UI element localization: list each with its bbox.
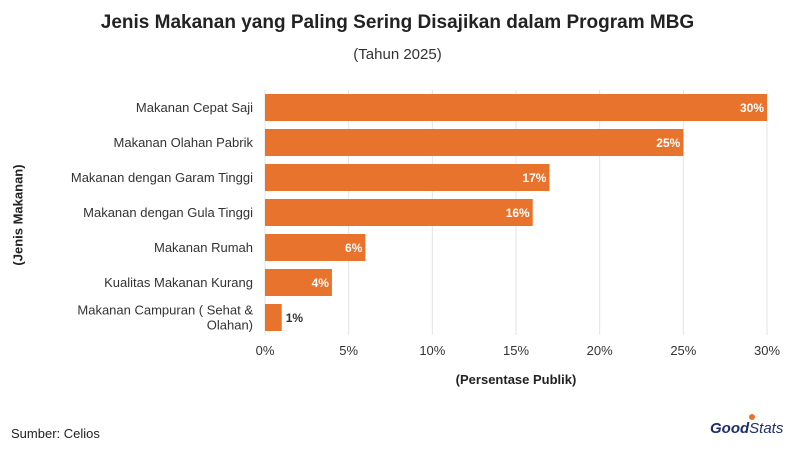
category-label: Makanan Olahan Pabrik [114,135,254,150]
bar [265,234,366,261]
data-label: 25% [656,136,680,150]
data-label: 16% [506,206,530,220]
x-tick-label: 5% [339,343,358,358]
bar [265,164,550,191]
x-axis-label: (Persentase Publik) [455,372,577,387]
goodstats-logo: GoodStats [710,414,784,437]
logo-dot-icon [749,414,755,420]
category-label: Makanan dengan Garam Tinggi [71,170,253,185]
x-tick-label: 30% [754,343,780,358]
logo-stats-text: Stats [749,420,784,437]
category-label: Makanan Campuran ( Sehat & Olahan) [77,303,253,333]
data-label: 1% [286,311,304,325]
bar [265,304,282,331]
data-label: 30% [740,101,764,115]
bar [265,269,332,296]
chart-title: Jenis Makanan yang Paling Sering Disajik… [100,12,695,33]
bar [265,94,767,121]
x-tick-label: 20% [587,343,613,358]
category-label: Makanan Rumah [154,240,253,255]
x-tick-label: 0% [256,343,275,358]
x-tick-label: 15% [503,343,529,358]
bar [265,199,533,226]
x-tick-label: 10% [419,343,445,358]
data-label: 17% [522,171,546,185]
x-tick-label: 25% [670,343,696,358]
data-label: 4% [312,276,330,290]
category-label: Makanan Cepat Saji [136,100,253,115]
bar [265,129,684,156]
chart-subtitle: (Tahun 2025) [353,46,442,63]
logo-good-text: Good [710,420,750,437]
source-note: Sumber: Celios [11,426,100,441]
data-label: 6% [345,241,363,255]
y-axis-label: (Jenis Makanan) [10,164,26,266]
category-label: Makanan dengan Gula Tinggi [83,205,253,220]
category-label: Kualitas Makanan Kurang [104,275,253,290]
